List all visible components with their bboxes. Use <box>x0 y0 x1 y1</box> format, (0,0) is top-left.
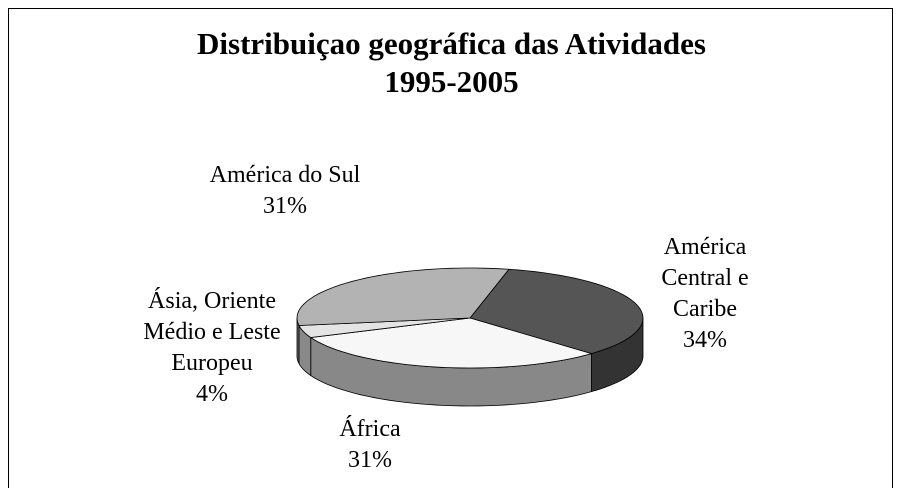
chart-frame <box>8 8 893 488</box>
slice-label: África 31% <box>300 414 440 476</box>
category-label: África <box>339 416 401 442</box>
chart-title: Distribuiçao geográfica das Atividades <box>197 26 706 61</box>
value-label: 31% <box>263 193 307 219</box>
value-label: 31% <box>348 447 392 473</box>
slice-label: Ásia, Oriente Médio e Leste Europeu 4% <box>128 286 296 410</box>
value-label: 34% <box>683 327 727 353</box>
category-label: Ásia, Oriente Médio e Leste Europeu <box>143 288 281 376</box>
value-label: 4% <box>196 381 228 407</box>
chart-subtitle: 1995-2005 <box>384 64 519 99</box>
slice <box>469 268 644 355</box>
slice <box>309 317 593 369</box>
slice-label: América do Sul 31% <box>205 160 365 222</box>
slice <box>298 317 471 338</box>
category-label: América Central e Caribe <box>661 234 749 322</box>
category-label: América do Sul <box>209 162 361 188</box>
slice-label: América Central e Caribe 34% <box>640 232 770 356</box>
slice <box>296 267 510 326</box>
